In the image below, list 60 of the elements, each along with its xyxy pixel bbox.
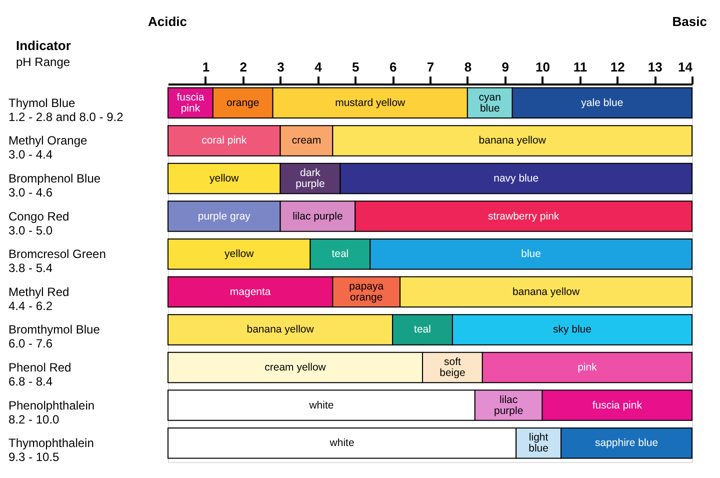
data-label: cream yellow (264, 362, 326, 374)
x-tick-label: 9 (502, 60, 509, 74)
data-label: light blue (528, 432, 549, 455)
data-label: teal (414, 324, 431, 336)
data-label: fuscia pink (592, 399, 643, 412)
data-label: yellow (224, 248, 254, 260)
x-tick-label: 11 (573, 60, 588, 74)
data-label: yale blue (581, 96, 624, 109)
x-tick-label: 3 (277, 60, 284, 74)
x-tick-label: 7 (426, 60, 434, 74)
x-tick-label: 2 (240, 60, 247, 74)
y-tick-label: Bromthymol Blue 6.0 - 7.6 (8, 322, 100, 351)
data-label: lilac purple (292, 210, 343, 222)
data-label: banana yellow (246, 324, 314, 336)
text: Acidic (148, 14, 188, 29)
text: Basic (672, 14, 707, 29)
text: pH Range (16, 55, 70, 69)
data-label: mustard yellow (335, 96, 406, 109)
data-label: teal (332, 248, 349, 260)
y-tick-label: Phenol Red 6.8 - 8.4 (8, 360, 72, 388)
x-tick-label: 14 (678, 60, 694, 74)
data-label: fuscia pink (176, 91, 204, 114)
data-label: white (308, 399, 334, 412)
text: Indicator (16, 38, 71, 53)
y-tick-label: Thymophthalein 9.3 - 10.5 (8, 436, 94, 464)
y-tick-label: Bromcresol Green 3.8 - 5.4 (8, 247, 106, 276)
x-tick-label: 6 (389, 60, 397, 74)
x-tick-label: 10 (536, 60, 550, 74)
data-label: soft beige (440, 356, 466, 379)
data-label: strawberry pink (488, 210, 560, 222)
x-tick-label: 4 (314, 60, 323, 74)
data-label: cream (292, 134, 322, 147)
y-tick-label: Thymol Blue 1.2 - 2.8 and 8.0 - 9.2 (8, 96, 124, 124)
data-label: dark purple (296, 167, 325, 190)
y-tick-label: Congo Red 3.0 - 5.0 (8, 209, 70, 238)
y-tick-label: Bromphenol Blue 3.0 - 4.6 (8, 172, 101, 200)
x-tick-label: 12 (610, 60, 625, 74)
y-tick-label: Phenolphthalein 8.2 - 10.0 (8, 398, 95, 426)
data-label: magenta (230, 286, 271, 298)
data-label: papaya orange (349, 280, 384, 304)
data-label: navy blue (494, 172, 539, 184)
data-label: banana yellow (478, 134, 546, 147)
data-label: blue (521, 248, 542, 260)
x-tick-label: 13 (648, 60, 662, 74)
data-label: yellow (210, 172, 240, 184)
x-tick-label: 1 (202, 60, 210, 74)
data-label: cyan blue (478, 91, 502, 114)
data-label: orange (226, 96, 260, 109)
data-label: banana yellow (512, 286, 580, 298)
data-label: pink (578, 362, 598, 374)
y-tick-label: Methyl Red 4.4 - 6.2 (8, 284, 70, 313)
data-label: lilac purple (494, 394, 524, 417)
data-label: sky blue (552, 324, 592, 336)
data-label: coral pink (202, 134, 248, 147)
data-label: sapphire blue (594, 437, 658, 450)
data-label: white (328, 437, 354, 450)
y-tick-label: Methyl Orange 3.0 - 4.4 (8, 134, 88, 162)
x-tick-label: 8 (464, 60, 472, 74)
x-tick-label: 5 (352, 60, 360, 74)
data-label: purple gray (198, 210, 252, 222)
